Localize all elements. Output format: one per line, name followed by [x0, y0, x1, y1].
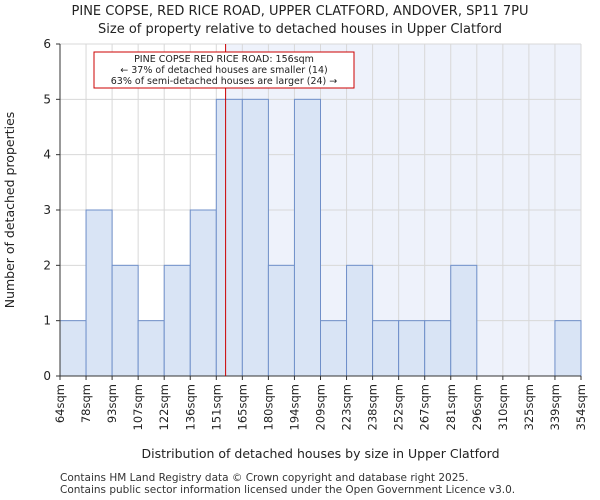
x-tick-label: 151sqm — [209, 384, 223, 430]
y-tick-label: 3 — [43, 203, 51, 217]
histogram-bar — [85, 209, 113, 377]
x-tick-label: 136sqm — [183, 384, 197, 430]
x-tick-label: 252sqm — [392, 384, 406, 430]
histogram-bar — [424, 320, 452, 377]
y-tick-label: 1 — [43, 314, 51, 328]
annotation-line-3: 63% of semi-detached houses are larger (… — [111, 76, 338, 87]
x-tick-label: 180sqm — [261, 384, 275, 430]
histogram-bar — [215, 98, 243, 377]
x-axis-label: Distribution of detached houses by size … — [141, 446, 499, 461]
histogram-bar — [189, 209, 217, 377]
x-tick-label: 354sqm — [574, 384, 588, 430]
x-tick-label: 209sqm — [314, 384, 328, 430]
x-tick-label: 296sqm — [470, 384, 484, 430]
histogram-bar — [554, 320, 582, 377]
histogram-bar — [111, 264, 139, 377]
footer-line-2: Contains public sector information licen… — [60, 484, 516, 496]
annotation-frame — [93, 51, 355, 89]
x-tick-label: 325sqm — [522, 384, 536, 430]
histogram-bar — [267, 264, 295, 377]
x-tick-label: 64sqm — [53, 384, 67, 423]
annotation-box: PINE COPSE RED RICE ROAD: 156sqm ← 37% o… — [93, 51, 355, 89]
x-tick-label: 310sqm — [496, 384, 510, 430]
x-tick-label: 339sqm — [548, 384, 562, 430]
x-tick-label: 194sqm — [287, 384, 301, 430]
x-tick-label: 165sqm — [235, 384, 249, 430]
histogram-bar — [398, 320, 426, 377]
y-tick-label: 4 — [43, 148, 51, 162]
histogram-bar — [372, 320, 400, 377]
histogram-bar — [346, 264, 374, 377]
annotation-line-2: ← 37% of detached houses are smaller (14… — [120, 65, 327, 76]
x-tick-label: 93sqm — [105, 384, 119, 423]
x-tick-label: 267sqm — [418, 384, 432, 430]
footer-line-1: Contains HM Land Registry data © Crown c… — [60, 472, 469, 484]
y-tick-label: 0 — [43, 369, 51, 383]
histogram-bar — [241, 98, 269, 377]
y-tick-label: 5 — [43, 92, 51, 106]
histogram-bar — [320, 320, 348, 377]
histogram-bar — [163, 264, 191, 377]
x-tick-label: 107sqm — [131, 384, 145, 430]
x-tick-label: 238sqm — [366, 384, 380, 430]
y-tick-label: 6 — [43, 37, 51, 51]
y-axis-label: Number of detached properties — [2, 112, 17, 309]
histogram-bar — [59, 320, 87, 377]
y-tick-label: 2 — [43, 258, 51, 272]
chart-subtitle: Size of property relative to detached ho… — [98, 22, 502, 37]
histogram-bar — [137, 320, 165, 377]
histogram-bar — [450, 264, 478, 377]
chart-title: PINE COPSE, RED RICE ROAD, UPPER CLATFOR… — [71, 4, 529, 19]
x-tick-label: 78sqm — [79, 384, 93, 423]
histogram-bar — [293, 98, 322, 377]
annotation-line-1: PINE COPSE RED RICE ROAD: 156sqm — [134, 54, 314, 65]
x-tick-label: 281sqm — [444, 384, 458, 430]
x-tick-label: 223sqm — [340, 384, 354, 430]
x-tick-label: 122sqm — [157, 384, 171, 430]
